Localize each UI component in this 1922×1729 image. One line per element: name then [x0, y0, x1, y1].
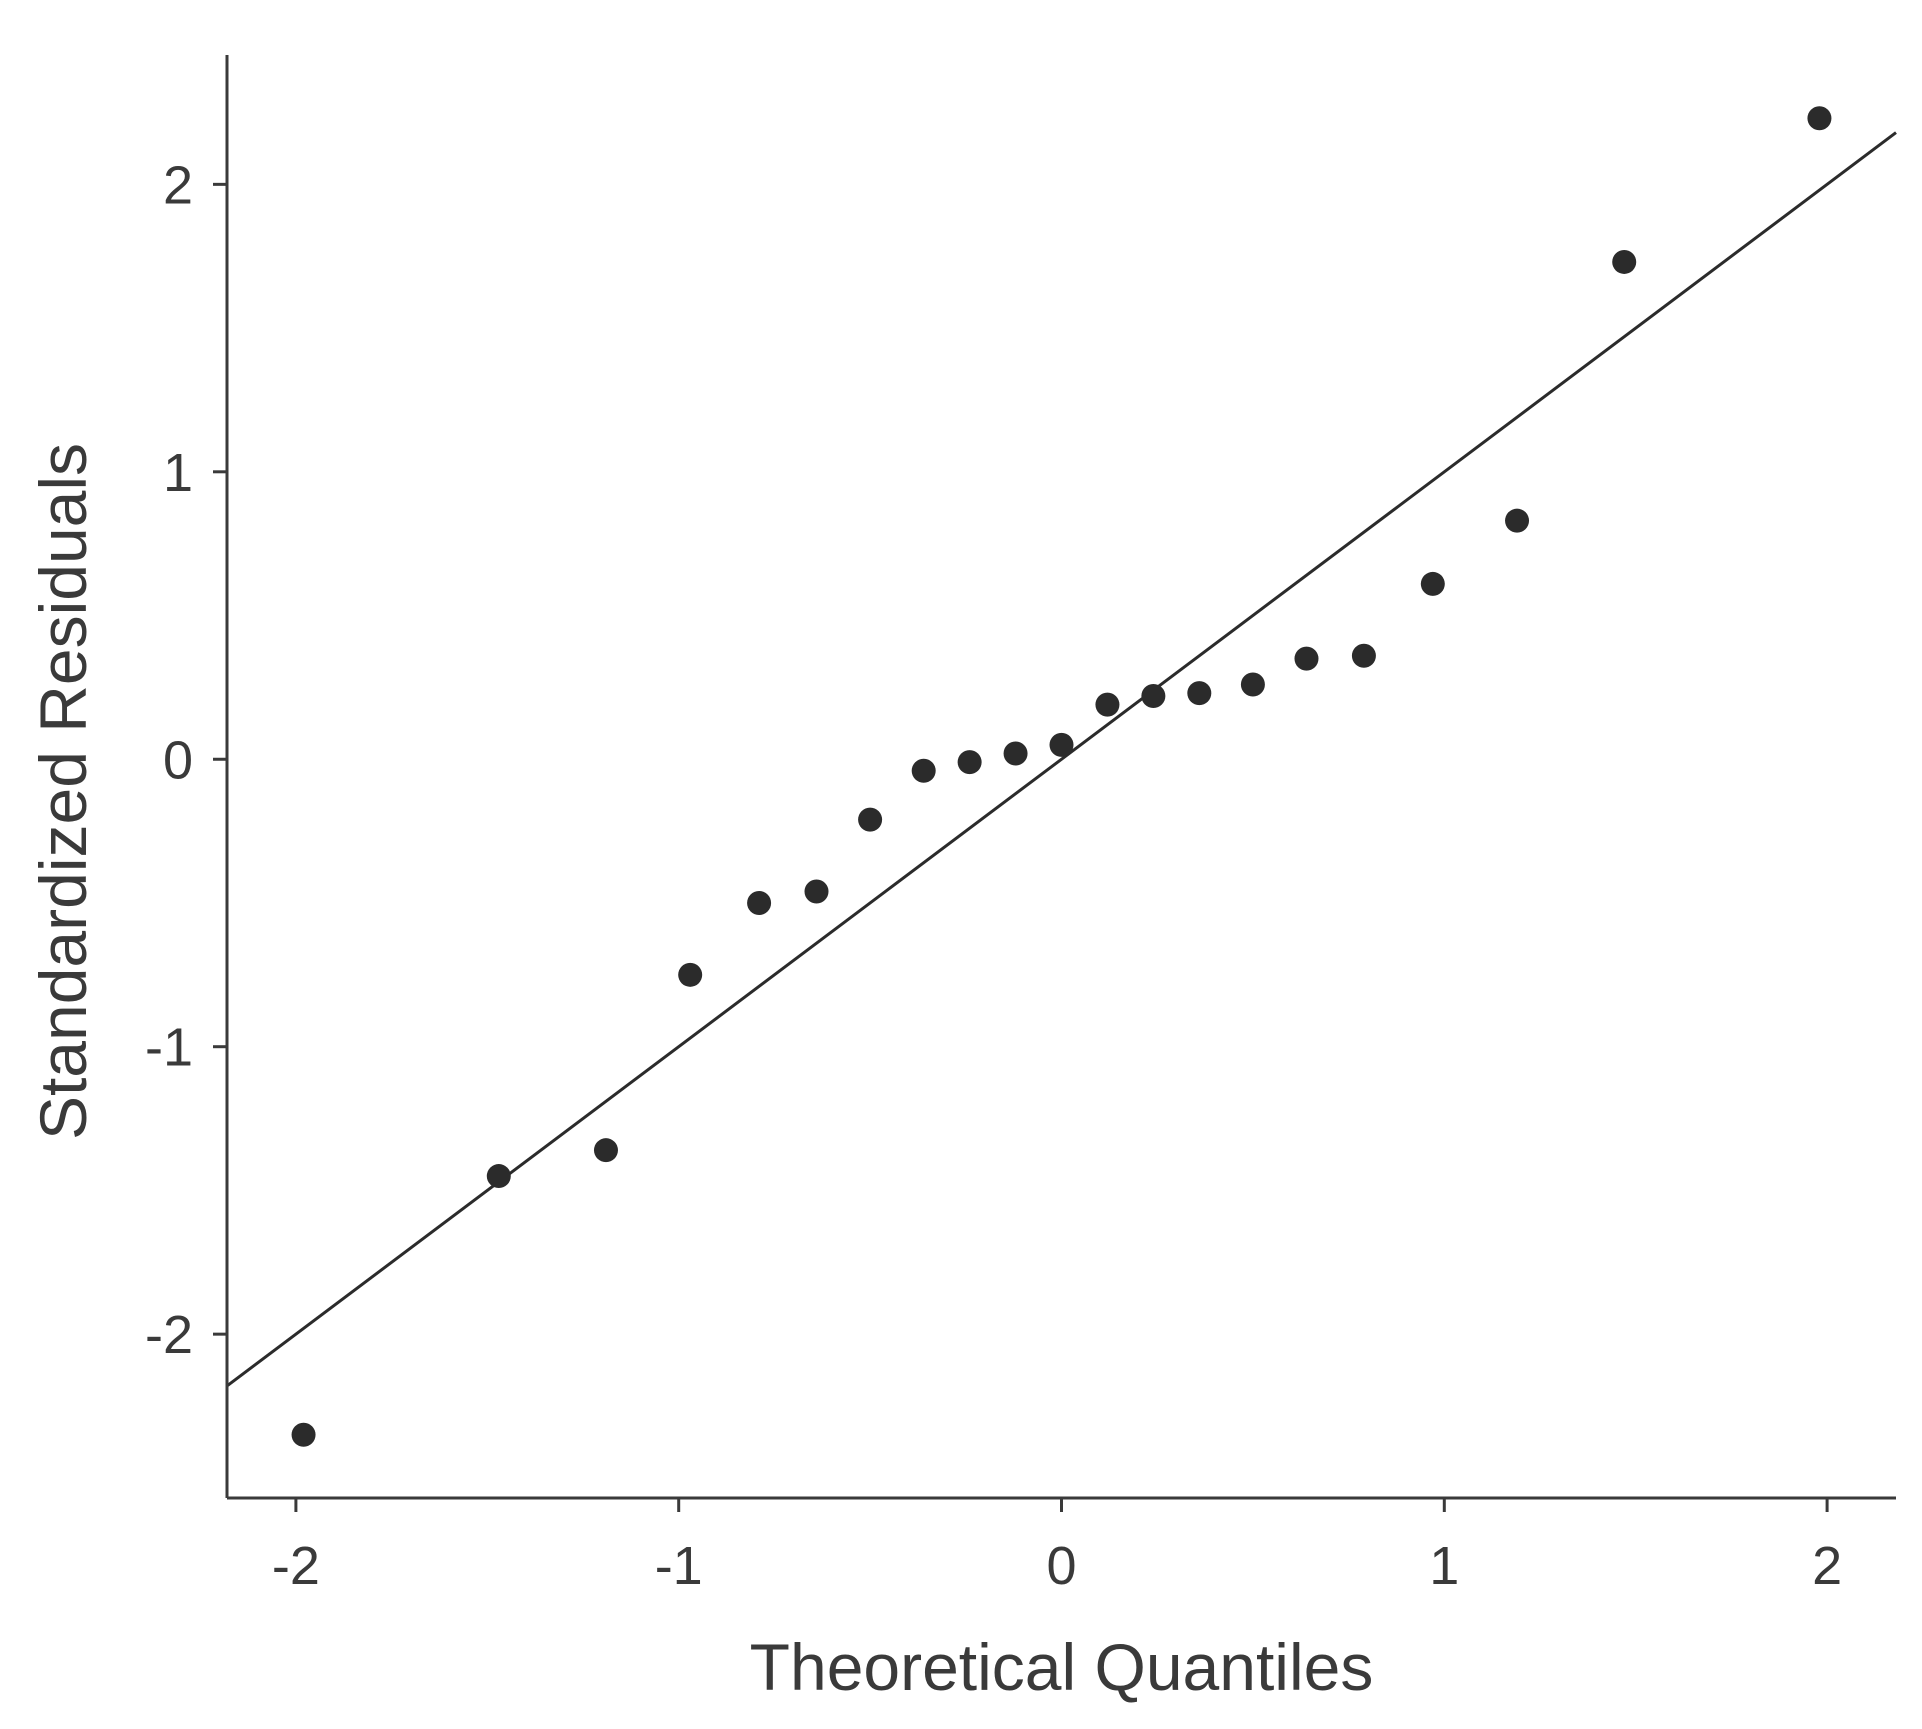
x-tick-label: -1 [655, 1536, 703, 1596]
points-layer [291, 106, 1832, 1447]
data-point [1294, 646, 1319, 671]
y-axis-title: Standardized Residuals [26, 443, 100, 1140]
y-tick-label: 0 [163, 730, 193, 790]
data-point [804, 879, 829, 904]
y-tick-label: -1 [145, 1018, 193, 1078]
data-point [957, 750, 982, 775]
reference-line [226, 131, 1897, 1388]
y-ticks-layer: -2 -1 0 1 2 [145, 155, 227, 1365]
data-point [593, 1138, 618, 1163]
x-tick-label: 1 [1429, 1536, 1459, 1596]
y-tick-label: -2 [145, 1305, 193, 1365]
reference-line-layer [226, 131, 1897, 1388]
y-tick-label: 1 [163, 443, 193, 503]
data-point [1187, 681, 1212, 706]
data-point [1003, 741, 1028, 766]
data-point [1612, 249, 1637, 274]
x-ticks-layer: -2 -1 0 1 2 [272, 1498, 1842, 1596]
data-point [858, 807, 883, 832]
data-point [678, 962, 703, 987]
x-tick-label: 0 [1046, 1536, 1076, 1596]
data-point [1807, 106, 1832, 131]
data-point [1351, 643, 1376, 668]
data-point [1049, 732, 1074, 757]
x-tick-label: -2 [272, 1536, 320, 1596]
data-point [1240, 672, 1265, 697]
data-point [1505, 508, 1530, 533]
data-point [1420, 571, 1445, 596]
data-point [747, 890, 772, 915]
data-point [1095, 692, 1120, 717]
x-axis-title: Theoretical Quantiles [750, 1630, 1374, 1704]
data-point [486, 1164, 511, 1189]
y-tick-label: 2 [163, 155, 193, 215]
axes-layer [225, 55, 1896, 1500]
data-point [911, 758, 936, 783]
data-point [1141, 684, 1166, 709]
data-point [291, 1422, 316, 1447]
x-tick-label: 2 [1812, 1536, 1842, 1596]
